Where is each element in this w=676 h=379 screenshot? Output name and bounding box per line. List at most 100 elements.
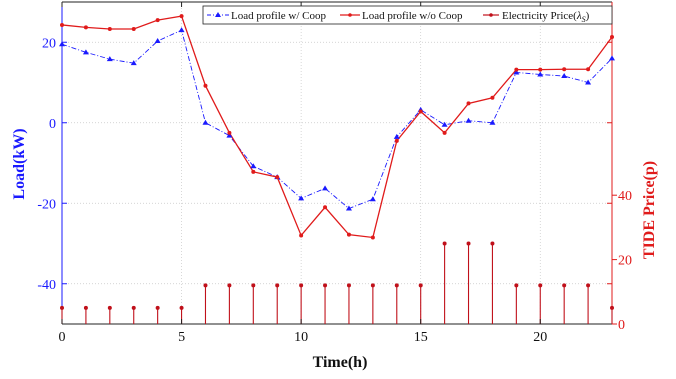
marker-nocoop [155, 18, 160, 23]
marker-coop [250, 163, 257, 169]
marker-nocoop [514, 67, 519, 72]
marker-coop [393, 133, 400, 139]
y-right-tick-label: 0 [618, 318, 625, 333]
marker-nocoop [299, 233, 304, 238]
x-axis-label: Time(h) [313, 354, 368, 371]
marker-nocoop [83, 25, 88, 30]
y-left-tick-label: -20 [37, 197, 56, 212]
y-left-tick-label: -40 [37, 278, 56, 293]
marker-coop [585, 79, 592, 85]
legend-label-coop: Load profile w/ Coop [231, 10, 327, 22]
price-marker [586, 283, 591, 288]
x-tick-label: 10 [294, 330, 308, 345]
y-left-tick-label: 0 [49, 117, 56, 132]
y-right-tick-label: 20 [618, 254, 632, 269]
marker-nocoop [227, 130, 232, 135]
marker-nocoop [131, 26, 136, 31]
grid-lines [61, 2, 612, 324]
marker-coop [513, 69, 520, 75]
price-marker [60, 305, 64, 310]
marker-nocoop [586, 67, 591, 72]
price-marker [275, 283, 280, 288]
price-marker [131, 305, 136, 310]
price-marker [251, 283, 256, 288]
series-line-coop [61, 29, 613, 209]
marker-nocoop [610, 35, 614, 40]
marker-coop [537, 71, 544, 77]
legend: Load profile w/ Coop Load profile w/o Co… [202, 5, 613, 25]
marker-coop [178, 27, 185, 33]
marker-coop [369, 196, 376, 202]
y-axis-right-label: TIDE Price(p) [641, 161, 658, 259]
axis-ticks [61, 2, 617, 325]
price-marker [155, 305, 160, 310]
price-marker [83, 305, 88, 310]
price-marker [107, 305, 112, 310]
legend-box [202, 5, 613, 25]
series-markers [59, 14, 615, 310]
price-marker [490, 241, 495, 246]
x-tick-label: 20 [533, 330, 547, 345]
marker-nocoop [346, 232, 351, 237]
marker-nocoop [490, 95, 495, 100]
y-axis-left-label: Load(kW) [11, 128, 28, 199]
price-marker [203, 283, 208, 288]
marker-nocoop [562, 67, 567, 72]
price-marker [466, 241, 471, 246]
marker-nocoop [370, 235, 375, 240]
legend-label-nocoop: Load profile w/o Coop [362, 10, 463, 22]
x-tick-label: 0 [59, 330, 66, 345]
marker-coop [345, 205, 352, 211]
plot-frame [61, 1, 613, 325]
marker-nocoop [466, 101, 471, 106]
price-marker [442, 241, 447, 246]
price-marker [227, 283, 232, 288]
marker-coop [202, 119, 209, 125]
price-marker [323, 283, 328, 288]
price-marker [346, 283, 351, 288]
price-marker [370, 283, 375, 288]
marker-coop [322, 185, 329, 191]
price-stems [61, 243, 613, 324]
price-marker [179, 305, 184, 310]
marker-nocoop [203, 83, 208, 88]
marker-coop [489, 119, 496, 125]
price-marker [299, 283, 304, 288]
legend-marker-price [489, 13, 493, 17]
marker-coop [154, 38, 161, 44]
marker-nocoop [442, 130, 447, 135]
legend-marker-nocoop [348, 13, 352, 17]
marker-coop [130, 60, 137, 66]
marker-coop [441, 121, 448, 127]
marker-nocoop [275, 175, 280, 180]
y-right-tick-label: 40 [618, 189, 632, 204]
price-marker [418, 283, 423, 288]
legend-marker-coop [215, 12, 221, 17]
series-lines [61, 15, 613, 239]
marker-nocoop [538, 67, 543, 72]
x-tick-label: 15 [414, 330, 428, 345]
marker-coop [465, 117, 472, 123]
price-marker [562, 283, 567, 288]
marker-nocoop [60, 22, 64, 27]
marker-nocoop [323, 205, 328, 210]
series-line-nocoop [61, 15, 613, 239]
marker-coop [82, 49, 89, 55]
marker-coop [609, 55, 615, 61]
marker-nocoop [251, 169, 256, 174]
marker-coop [59, 41, 65, 47]
marker-coop [226, 132, 233, 138]
price-marker [514, 283, 519, 288]
marker-coop [298, 195, 305, 201]
price-marker [538, 283, 543, 288]
tick-labels: 0 5 10 15 20 -40 -20 0 20 0 20 40 [37, 36, 632, 345]
marker-nocoop [418, 109, 423, 114]
marker-nocoop [107, 26, 112, 31]
marker-coop [561, 73, 568, 79]
marker-nocoop [394, 138, 399, 143]
x-tick-label: 5 [178, 330, 185, 345]
marker-coop [106, 56, 113, 62]
legend-label-price: Electricity Price(λS) [502, 10, 590, 24]
price-marker [610, 305, 614, 310]
